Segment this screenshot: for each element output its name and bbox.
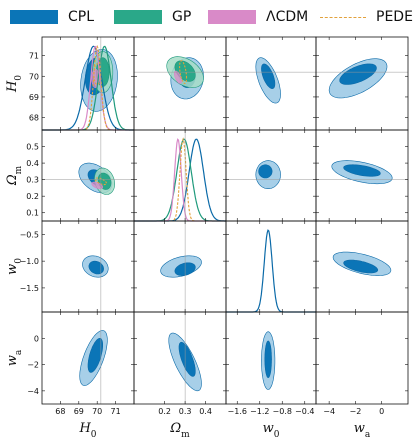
xlabel-wa: wa [354,421,371,440]
contour-lcdm-inner-12 [174,70,182,84]
ylabel-Om: Ωm [5,165,24,186]
marginal-Om-pede [134,137,226,222]
contour-pede-inner-7 [94,177,107,186]
legend-swatch-cpl [10,10,58,24]
ytick-label-wa-2: 0 [34,334,39,343]
ylabel-H0: H0 [5,75,24,93]
marginal-w0-cpl [226,229,316,313]
legend-label-cpl: CPL [68,9,95,25]
legend-label-lcdm: ΛCDM [266,9,309,25]
xtick-label-w0-0: −1.6 [228,407,247,416]
xtick-label-H0-0: 68 [55,407,65,416]
legend-swatch-gp [114,10,162,24]
legend-swatch-pede [320,16,366,18]
ytick-label-H0-2: 70 [29,72,39,81]
ylabel-w0: w0 [5,258,24,275]
ytick-label-w0-0: −1.5 [20,284,39,293]
legend-item-lcdm: ΛCDM [208,8,308,26]
ytick-label-Om-2: 0.3 [26,176,39,185]
legend-item-cpl: CPL [10,8,94,26]
panel-frame-4-3 [315,311,409,405]
contour-cpl-inner-19 [339,63,377,85]
contour-cpl-inner-8 [88,260,104,275]
contour-pede-inner-13 [179,60,188,85]
contour-lcdm-inner-6 [91,181,103,189]
contour-cpl-inner-15 [178,341,196,377]
contour-cpl-inner-18 [264,340,272,379]
xtick-label-wa-2: 0 [379,407,384,416]
xlabel-w0: w0 [263,421,280,440]
contour-cpl-inner-16 [261,63,276,90]
ytick-label-Om-1: 0.2 [26,192,39,201]
xtick-label-H0-1: 69 [74,407,84,416]
ytick-label-w0-2: −0.5 [20,230,39,239]
xtick-label-Om-1: 0.3 [179,407,192,416]
legend-label-pede: PEDE [376,9,413,25]
ytick-label-H0-0: 68 [29,114,39,123]
xtick-label-Om-0: 0.2 [158,407,171,416]
contour-cpl-inner-20 [343,164,381,177]
xtick-label-Om-2: 0.4 [199,407,212,416]
xlabel-H0: H0 [78,421,96,440]
contour-cpl-inner-9 [87,338,103,373]
xtick-label-w0-2: −0.8 [273,407,292,416]
ytick-label-w0-1: −1.0 [20,257,39,266]
panel-frame-3-2 [225,220,317,313]
ylabel-wa: wa [5,349,24,366]
ytick-label-Om-3: 0.4 [26,159,39,168]
legend: CPL GP ΛCDM PEDE [0,0,413,34]
ytick-label-H0-3: 71 [29,52,39,61]
xtick-label-w0-3: −0.4 [295,407,314,416]
legend-swatch-lcdm [208,10,256,24]
marginal-Om-lcdm [134,138,226,222]
xtick-label-wa-1: −2 [350,407,362,416]
ytick-label-Om-0: 0.1 [26,209,39,218]
contour-cpl-inner-21 [343,259,379,274]
legend-item-gp: GP [114,8,191,26]
legend-label-gp: GP [172,9,192,25]
contour-cpl-inner-17 [258,164,273,179]
ytick-label-H0-1: 69 [29,93,39,102]
ytick-label-Om-4: 0.5 [26,143,39,152]
ytick-label-wa-1: −2 [27,361,39,370]
xtick-label-wa-0: −4 [323,407,335,416]
ytick-label-wa-0: −4 [27,387,39,396]
xtick-label-w0-1: −1.2 [250,407,269,416]
xtick-label-H0-3: 71 [111,407,121,416]
legend-item-pede: PEDE [320,8,413,26]
xtick-label-H0-2: 70 [92,407,102,416]
xlabel-Om: Ωm [169,421,190,440]
